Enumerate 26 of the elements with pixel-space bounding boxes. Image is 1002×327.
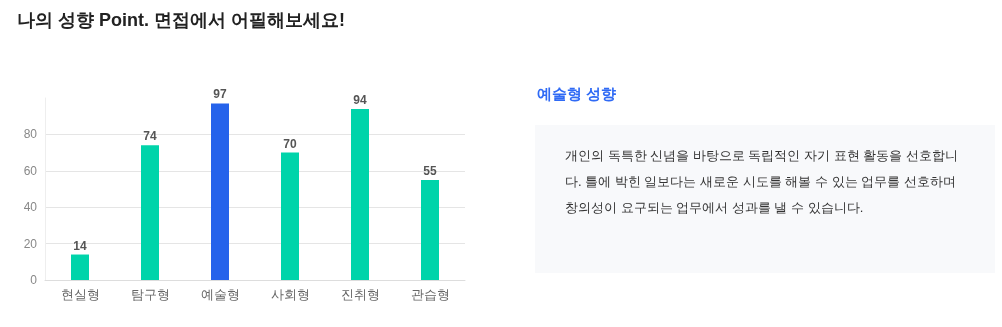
data-label: 74 xyxy=(143,129,157,144)
bar xyxy=(421,179,439,280)
x-tick-label: 관습형 xyxy=(410,287,450,302)
bar xyxy=(351,108,369,280)
x-tick-label: 진취형 xyxy=(340,287,380,302)
x-tick-label: 탐구형 xyxy=(130,287,170,302)
y-tick-label: 60 xyxy=(23,163,38,178)
bar xyxy=(141,145,159,280)
y-tick-label: 40 xyxy=(23,200,38,215)
data-label: 94 xyxy=(353,92,367,107)
bar xyxy=(71,254,89,280)
bar xyxy=(211,103,229,280)
data-label: 55 xyxy=(423,163,437,178)
y-tick-label: 80 xyxy=(23,127,38,142)
text: 예술형 성향 xyxy=(537,85,617,104)
chart-title: 나의 성향 Point. 면접에서 어필해보세요! xyxy=(17,9,345,32)
text-card: 개인의 독특한 신념을 바탕으로 독립적인 자기 표현 활동을 선호합니다. 틀에 박힌 일보다는 새로운 시도를 해볼 수 있는 업무를 선호하며 창의성이 요구되는 업무에서 성과를 낼 수 있습니다. xyxy=(535,125,995,273)
data-label: 97 xyxy=(213,87,227,102)
data-label: 70 xyxy=(283,136,297,151)
bar xyxy=(281,152,299,280)
x-tick-label: 사회형 xyxy=(270,287,310,302)
data-label: 14 xyxy=(73,238,87,253)
x-tick-label: 예술형 xyxy=(200,287,240,302)
y-tick-label: 0 xyxy=(30,273,38,287)
x-tick-label: 현실형 xyxy=(60,287,100,302)
y-tick-label: 20 xyxy=(23,236,38,251)
